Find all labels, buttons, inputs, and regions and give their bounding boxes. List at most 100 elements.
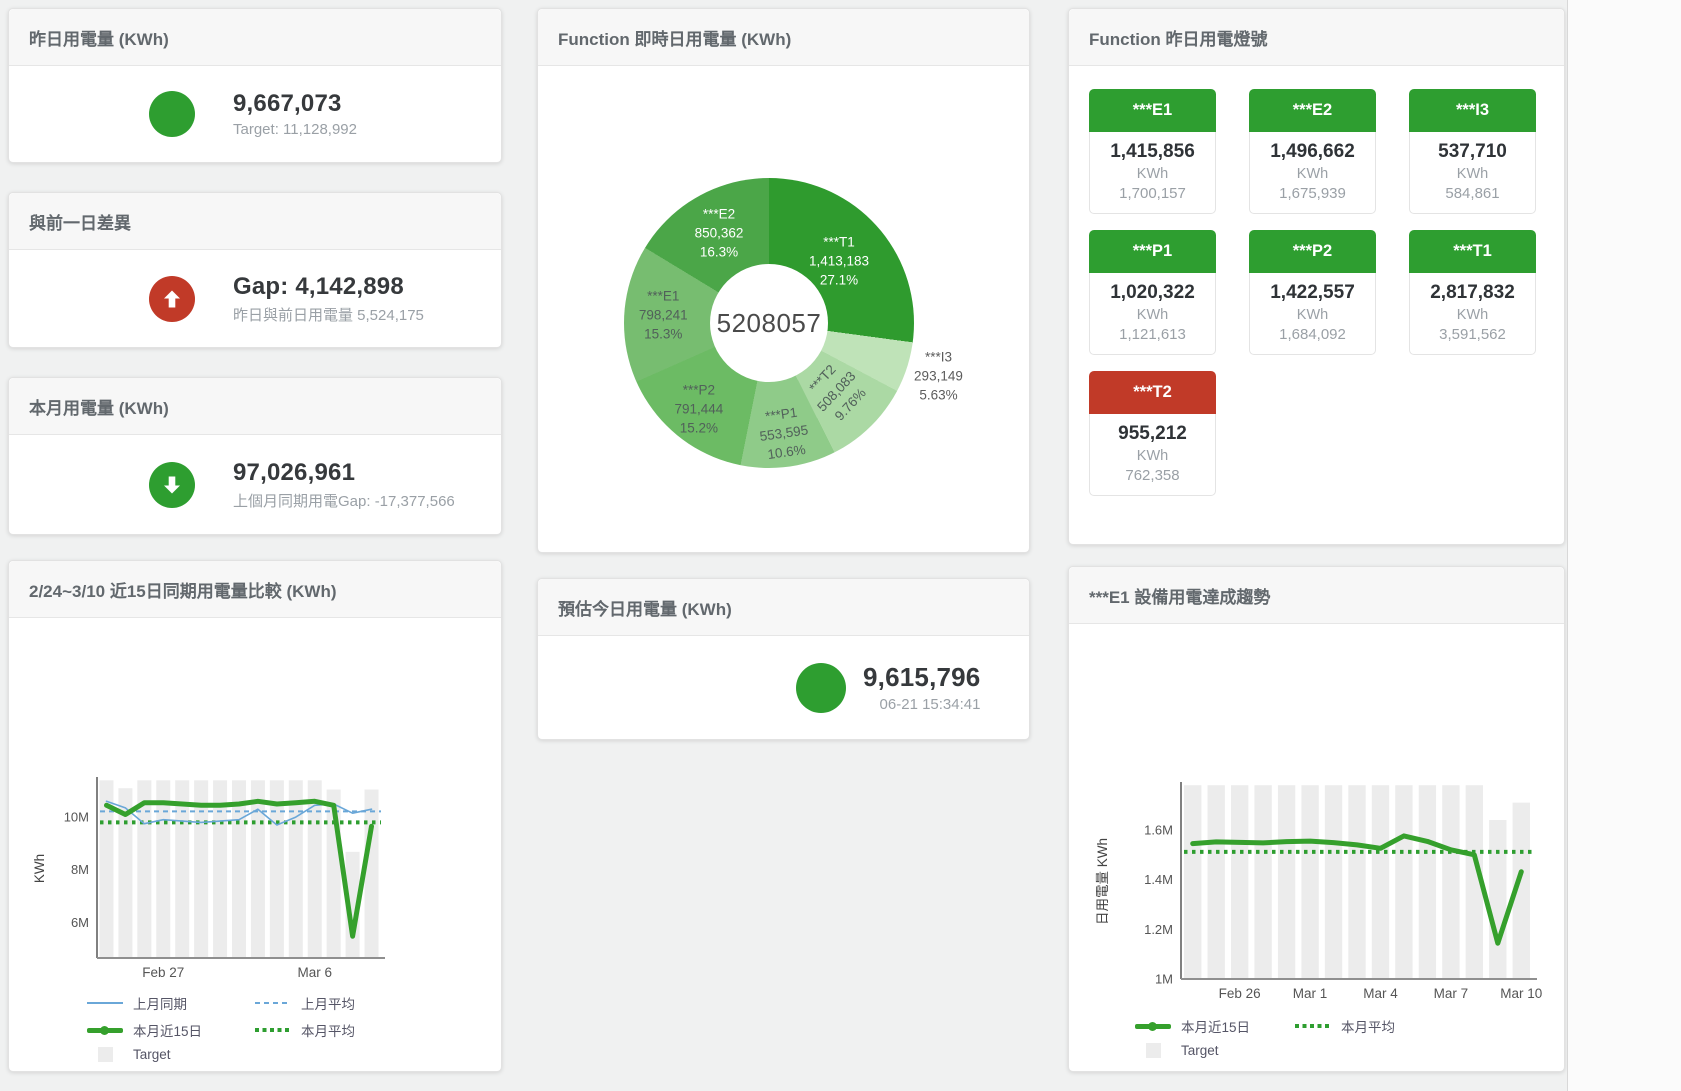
legend-item-square-gray[interactable]: Target [1135,1043,1295,1058]
light-tile-body: 2,817,832 KWh 3,591,562 [1409,273,1536,355]
light-tile: ***I3 537,710 KWh 584,861 [1409,89,1536,214]
legend-label: Target [133,1047,171,1062]
realtime-donut-chart[interactable]: 5208057 ***T1 1,413,183 27.1% ***I3 293,149 5.… [538,66,1029,552]
lights-grid: ***E1 1,415,856 KWh 1,700,157 ***E2 1,496,662… [1069,66,1564,496]
svg-text:Mar 10: Mar 10 [1500,986,1542,1001]
light-tile-value: 1,415,856 [1110,141,1195,162]
light-tile-value: 2,817,832 [1430,282,1515,303]
day-gap-value: Gap: 4,142,898 [233,272,404,300]
light-tile-target: 1,675,939 [1279,185,1346,202]
legend-swatch-icon [255,1002,291,1004]
svg-text:KWh: KWh [32,854,47,883]
green-status-circle-icon [149,91,195,137]
light-tile-status-header: ***P1 [1089,230,1216,273]
card-title: Function 即時日用電量 (KWh) [538,9,1029,66]
compare15-chart[interactable]: 6M 8M 10M Feb 27 Mar 6 KWh [9,775,501,986]
svg-text:8M: 8M [71,862,89,877]
light-tile-value: 1,422,557 [1270,282,1355,303]
legend-item-thick-green[interactable]: 本月近15日 [87,1020,255,1040]
card-title: Function 昨日用電燈號 [1069,9,1564,66]
e1-trend-chart[interactable]: 1M 1.2M 1.4M 1.6M Feb 26 Mar 1 Mar 4 Mar 7 Mar 1… [1069,780,1564,1009]
legend-item-thick-green[interactable]: 本月近15日 [1135,1016,1295,1036]
svg-text:1.2M: 1.2M [1144,922,1173,937]
compare15-plot: 6M 8M 10M Feb 27 Mar 6 KWh [32,777,385,980]
legend-swatch-icon [255,1028,291,1032]
legend-swatch-icon [87,1025,123,1035]
legend-item-square-gray[interactable]: Target [87,1047,255,1062]
light-tile-body: 955,212 KWh 762,358 [1089,414,1216,496]
card-title: 與前一日差異 [9,193,501,250]
card-title: 本月用電量 (KWh) [9,378,501,435]
light-tile-status-header: ***E1 [1089,89,1216,132]
legend-item-solid-blue[interactable]: 上月同期 [87,993,255,1013]
legend-label: 上月同期 [133,997,187,1012]
legend-swatch-icon [87,1002,123,1004]
yesterday-usage-value: 9,667,073 [233,90,342,117]
legend-item-dashed-blue[interactable]: 上月平均 [255,993,423,1013]
arrow-up-icon [149,275,195,322]
light-tile-unit: KWh [1296,166,1329,182]
light-tile: ***E2 1,496,662 KWh 1,675,939 [1249,89,1376,214]
legend-item-dotted-green[interactable]: 本月平均 [1295,1016,1455,1036]
legend-swatch-icon [1135,1021,1171,1031]
legend-label: Target [1181,1043,1219,1058]
light-tile-target: 762,358 [1125,467,1180,484]
light-tile-unit: KWh [1136,307,1169,323]
light-tile-status-header: ***P2 [1249,230,1376,273]
card-day-gap: 與前一日差異 Gap: 4,142,898 昨日與前日用電量 5,524,175 [8,192,502,348]
light-tile-status-header: ***I3 [1409,89,1536,132]
light-tile-status-header: ***E2 [1249,89,1376,132]
light-tile-body: 1,422,557 KWh 1,684,092 [1249,273,1376,355]
svg-text:1.4M: 1.4M [1144,872,1173,887]
card-title: ***E1 設備用電達成趨勢 [1069,567,1564,624]
month-usage-value: 97,026,961 [233,458,356,486]
month-usage-gap: 上個月同期用電Gap: -17,377,566 [233,492,455,510]
light-tile-target: 1,684,092 [1279,326,1346,343]
light-tile-unit: KWh [1456,166,1489,182]
light-tile-value: 1,496,662 [1270,141,1355,162]
light-tile: ***T1 2,817,832 KWh 3,591,562 [1409,230,1536,355]
light-tile-target: 3,591,562 [1439,326,1506,343]
donut-slice-label: ***I3 293,149 5.63% [914,350,963,403]
light-tile-body: 1,496,662 KWh 1,675,939 [1249,132,1376,214]
arrow-down-icon [149,461,195,508]
legend-label: 本月近15日 [1181,1020,1251,1035]
light-tile-value: 1,020,322 [1110,282,1195,303]
card-e1-trend: ***E1 設備用電達成趨勢 1M 1.2M 1.4M 1.6M Feb 26 Mar 1… [1068,566,1565,1072]
legend-label: 本月平均 [1341,1020,1395,1035]
legend-item-dotted-green[interactable]: 本月平均 [255,1020,423,1040]
yesterday-usage-target: Target: 11,128,992 [233,121,357,138]
card-today-estimate: 預估今日用電量 (KWh) 9,615,796 06-21 15:34:41 [537,578,1030,740]
today-estimate-value: 9,615,796 [863,662,981,692]
card-title: 預估今日用電量 (KWh) [538,579,1029,636]
e1trend-plot: 1M 1.2M 1.4M 1.6M Feb 26 Mar 1 Mar 4 Mar 7 Mar 1… [1095,782,1542,1001]
light-tile-body: 1,415,856 KWh 1,700,157 [1089,132,1216,214]
light-tile-unit: KWh [1136,166,1169,182]
light-tile: ***P1 1,020,322 KWh 1,121,613 [1089,230,1216,355]
svg-text:Feb 26: Feb 26 [1219,986,1261,1001]
svg-text:Mar 1: Mar 1 [1293,986,1328,1001]
card-title: 2/24~3/10 近15日同期用電量比較 (KWh) [9,561,501,618]
light-tile-target: 584,861 [1445,185,1500,202]
svg-text:Mar 4: Mar 4 [1363,986,1398,1001]
card-function-lights: Function 昨日用電燈號 ***E1 1,415,856 KWh 1,700,1… [1068,8,1565,545]
e1-trend-legend: 本月近15日 本月平均 Target [1135,1016,1475,1065]
light-tile-status-header: ***T1 [1409,230,1536,273]
legend-swatch-icon [1146,1043,1161,1058]
light-tile-target: 1,121,613 [1119,326,1186,343]
light-tile-body: 537,710 KWh 584,861 [1409,132,1536,214]
legend-label: 本月平均 [301,1024,355,1039]
legend-label: 本月近15日 [133,1024,203,1039]
svg-text:1M: 1M [1155,972,1173,987]
light-tile: ***E1 1,415,856 KWh 1,700,157 [1089,89,1216,214]
light-tile-unit: KWh [1296,307,1329,323]
svg-text:Mar 6: Mar 6 [297,965,332,980]
light-tile-unit: KWh [1136,448,1169,464]
light-tile: ***T2 955,212 KWh 762,358 [1089,371,1216,496]
card-yesterday-usage: 昨日用電量 (KWh) 9,667,073 Target: 11,128,992 [8,8,502,163]
light-tile-value: 537,710 [1438,141,1507,162]
light-tile-value: 955,212 [1118,423,1187,444]
legend-label: 上月平均 [301,997,355,1012]
donut-total: 5208057 [710,264,828,382]
